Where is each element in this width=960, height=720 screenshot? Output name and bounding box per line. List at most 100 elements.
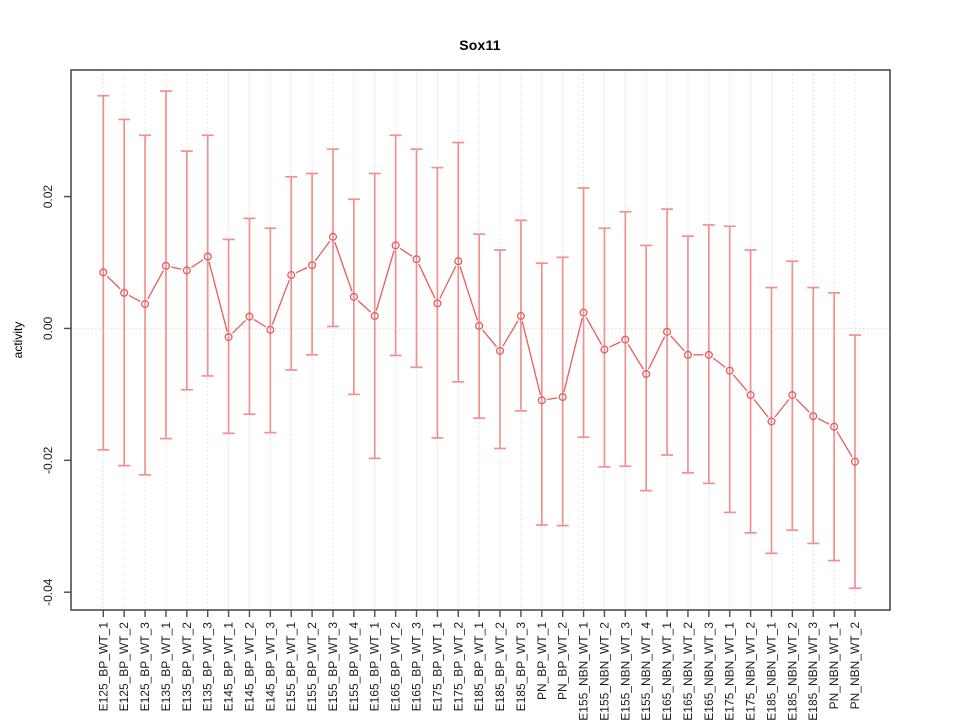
- mean-segment: [314, 240, 331, 262]
- error-bar: [577, 187, 590, 439]
- x-tick-label: E125_BP_WT_2: [117, 622, 131, 712]
- x-tick-label: PN_NBN_WT_2: [848, 622, 862, 710]
- axis-ticks: [64, 195, 856, 617]
- mean-marker: [370, 311, 379, 320]
- x-tick-label: E175_NBN_WT_2: [744, 622, 758, 720]
- error-bar: [389, 134, 402, 357]
- x-tick-label: E165_NBN_WT_3: [702, 622, 716, 720]
- error-bar: [681, 235, 694, 474]
- mean-segment: [482, 329, 498, 348]
- x-tick-label: PN_BP_WT_1: [535, 622, 549, 700]
- y-tick-label: 0.02: [41, 185, 55, 209]
- x-tick-label: E135_BP_WT_1: [159, 622, 173, 712]
- mean-marker: [328, 232, 338, 241]
- mean-segment: [836, 431, 853, 458]
- error-bar: [723, 225, 736, 514]
- mean-segment: [418, 263, 436, 299]
- error-bar: [159, 90, 172, 440]
- x-tick-label: E155_NBN_WT_2: [597, 622, 611, 720]
- x-tick-label: E175_NBN_WT_1: [723, 622, 737, 720]
- mean-marker: [120, 288, 129, 297]
- error-bar: [765, 286, 778, 555]
- error-bar: [368, 172, 381, 460]
- mean-segment: [295, 266, 308, 274]
- error-bar: [222, 238, 235, 435]
- mean-marker: [412, 255, 421, 264]
- mean-segment: [774, 398, 790, 418]
- x-tick-label: PN_BP_WT_2: [556, 622, 570, 700]
- x-tick-label: E135_BP_WT_3: [201, 622, 215, 712]
- x-tick-label: E185_NBN_WT_1: [764, 622, 778, 720]
- mean-segment: [439, 265, 457, 299]
- x-tick-label: E125_BP_WT_3: [138, 622, 152, 712]
- error-bar: [306, 172, 319, 356]
- mean-markers: [99, 232, 860, 466]
- mean-segment: [817, 418, 830, 425]
- mean-segment: [753, 398, 769, 418]
- mean-segment: [712, 357, 726, 368]
- mean-marker: [663, 327, 672, 336]
- mean-segment: [334, 241, 353, 292]
- mean-marker: [454, 257, 463, 266]
- x-tick-label: E155_NBN_WT_1: [577, 622, 591, 720]
- y-tick-label: -0.02: [41, 446, 55, 474]
- error-bar: [640, 244, 653, 492]
- mean-segment: [732, 374, 748, 392]
- error-bar: [97, 94, 110, 451]
- mean-marker: [558, 392, 567, 402]
- mean-segment: [627, 344, 644, 370]
- mean-marker: [830, 422, 839, 431]
- mean-marker: [182, 266, 191, 275]
- mean-marker: [537, 396, 546, 405]
- mean-segment: [191, 259, 204, 268]
- x-tick-label: E165_BP_WT_3: [410, 622, 424, 712]
- mean-segment: [271, 279, 290, 325]
- x-tick-label: E185_NBN_WT_2: [785, 622, 799, 720]
- mean-marker: [266, 325, 275, 334]
- mean-segment: [128, 294, 141, 303]
- mean-segment: [106, 275, 121, 290]
- x-tick-label: E165_BP_WT_2: [389, 622, 403, 712]
- x-tick-label: E125_BP_WT_1: [96, 622, 110, 712]
- mean-marker: [516, 311, 525, 320]
- mean-segment: [253, 318, 267, 328]
- mean-segment: [147, 270, 164, 300]
- error-bar: [661, 208, 674, 456]
- mean-marker: [203, 252, 212, 261]
- mean-marker: [788, 391, 797, 400]
- plot-box: [70, 69, 891, 611]
- x-tick-label: E155_NBN_WT_3: [618, 622, 632, 720]
- mean-segment: [232, 319, 246, 334]
- error-bar: [118, 118, 131, 467]
- chart-title: Sox11: [459, 37, 501, 53]
- y-tick-label: -0.04: [41, 578, 55, 606]
- mean-marker: [141, 300, 150, 309]
- error-bar: [285, 175, 298, 371]
- error-bar: [431, 166, 444, 439]
- error-bars: [97, 90, 861, 590]
- mean-marker: [224, 332, 233, 342]
- mean-marker: [850, 457, 860, 466]
- x-tick-label: E155_BP_WT_2: [305, 622, 319, 712]
- x-tick-label: E175_BP_WT_2: [451, 622, 465, 712]
- mean-segment: [670, 335, 685, 352]
- mean-marker: [683, 350, 693, 359]
- error-bar: [556, 256, 569, 527]
- mean-marker: [99, 268, 108, 277]
- y-tick-label: 0.00: [41, 316, 55, 340]
- error-bar: [619, 210, 632, 468]
- mean-marker: [433, 299, 442, 308]
- x-tick-label: E155_NBN_WT_4: [639, 622, 653, 720]
- mean-segment: [585, 317, 603, 346]
- mean-marker: [746, 391, 755, 400]
- mean-marker: [161, 261, 170, 270]
- mean-segment: [648, 336, 666, 370]
- mean-segment: [357, 300, 372, 313]
- axis-labels: 0.02 0.00 -0.02 -0.04 E125_BP_WT_1 E125_BP_WT…: [41, 185, 862, 720]
- x-tick-label: E165_NBN_WT_1: [660, 622, 674, 720]
- x-tick-label: E185_BP_WT_2: [493, 622, 507, 712]
- mean-segment: [547, 397, 558, 401]
- x-tick-label: PN_NBN_WT_1: [827, 622, 841, 710]
- x-tick-label: E185_BP_WT_3: [514, 622, 528, 712]
